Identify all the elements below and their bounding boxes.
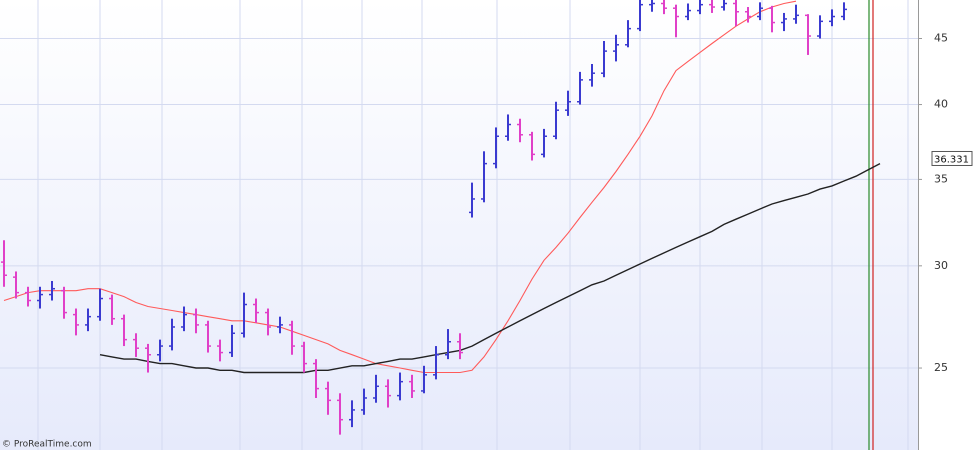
ohlc-bar [193, 308, 199, 334]
watermark: © ProRealTime.com [2, 440, 92, 450]
vertical-grid [37, 0, 909, 450]
ohlc-bar [769, 5, 775, 33]
ohlc-bar [265, 308, 271, 336]
ohlc-bar [505, 114, 511, 141]
ohlc-bar [325, 381, 331, 415]
ohlc-bar [337, 393, 343, 435]
y-tick-label: 45 [934, 32, 948, 45]
ohlc-bar [577, 71, 583, 105]
ohlc-bar [841, 2, 847, 21]
ohlc-bar [97, 288, 103, 321]
ohlc-bar [625, 20, 631, 48]
ohlc-bar [13, 271, 19, 299]
ohlc-bar [529, 131, 535, 161]
ohlc-bar [565, 90, 571, 116]
ohlc-bar [457, 333, 463, 360]
ohlc-bar [73, 308, 79, 336]
ohlc-bar [661, 0, 667, 15]
ohlc-bar [721, 0, 727, 11]
ohlc-bar [817, 15, 823, 39]
ohlc-bar [541, 128, 547, 158]
ohlc-bar [85, 308, 91, 332]
ohlc-bar [709, 0, 715, 13]
ohlc-bar [1, 240, 7, 287]
ohlc-bar [181, 306, 187, 332]
ohlc-bar [145, 343, 151, 373]
ohlc-bar [745, 7, 751, 23]
ohlc-bar [733, 0, 739, 27]
ohlc-bar [385, 379, 391, 408]
y-tick-label: 35 [934, 172, 948, 185]
ohlc-bar [421, 365, 427, 394]
ohlc-bar [25, 286, 31, 307]
ohlc-bar [349, 400, 355, 428]
ohlc-bar [649, 0, 655, 12]
last-value-label: 36.331 [934, 154, 969, 165]
ohlc-bar [697, 0, 703, 15]
ohlc-bar [481, 151, 487, 203]
ohlc-bar [397, 372, 403, 401]
ohlc-bar [49, 280, 55, 301]
ohlc-bar [685, 3, 691, 21]
ohlc-bar [61, 286, 67, 319]
ohlc-bar [781, 12, 787, 32]
ohlc-bar [157, 339, 163, 362]
ohlc-bar [409, 374, 415, 398]
ohlc-bar [637, 0, 643, 32]
ohlc-bar [829, 9, 835, 27]
last-value-box [931, 150, 973, 166]
ohlc-bar [217, 339, 223, 362]
ohlc-bar [109, 294, 115, 325]
y-tick-label: 40 [934, 98, 948, 111]
ohlc-bar [613, 34, 619, 62]
plot-background [0, 0, 918, 450]
ohlc-bar [253, 298, 259, 323]
ohlc-bar [553, 101, 559, 140]
ohlc-bar [589, 64, 595, 87]
ohlc-bar [241, 292, 247, 338]
ohlc-bar [205, 320, 211, 353]
ohlc-bar [169, 318, 175, 351]
ohlc-bar [493, 127, 499, 169]
ohlc-bar [301, 341, 307, 373]
ohlc-bar [229, 324, 235, 357]
ohlc-bar [445, 329, 451, 360]
moving-average [99, 162, 881, 374]
ohlc-bar [373, 374, 379, 403]
ohlc-bar [121, 314, 127, 347]
ohlc-bar [805, 14, 811, 55]
ohlc-bar [601, 41, 607, 78]
moving-average [3, 0, 797, 374]
ohlc-bar [757, 2, 763, 21]
ohlc-bar [793, 4, 799, 24]
ohlc-bar [277, 316, 283, 334]
ohlc-bar [361, 388, 367, 415]
ohlc-bar [133, 333, 139, 357]
ohlc-bar [37, 286, 43, 309]
ohlc-bar [517, 118, 523, 143]
y-tick-label: 30 [934, 259, 948, 272]
ohlc-bar [673, 4, 679, 38]
ohlc-bar [289, 320, 295, 355]
ohlc-bar [469, 182, 475, 218]
ohlc-bar [313, 359, 319, 398]
y-tick-label: 25 [934, 361, 948, 374]
ohlc-bar [433, 346, 439, 380]
